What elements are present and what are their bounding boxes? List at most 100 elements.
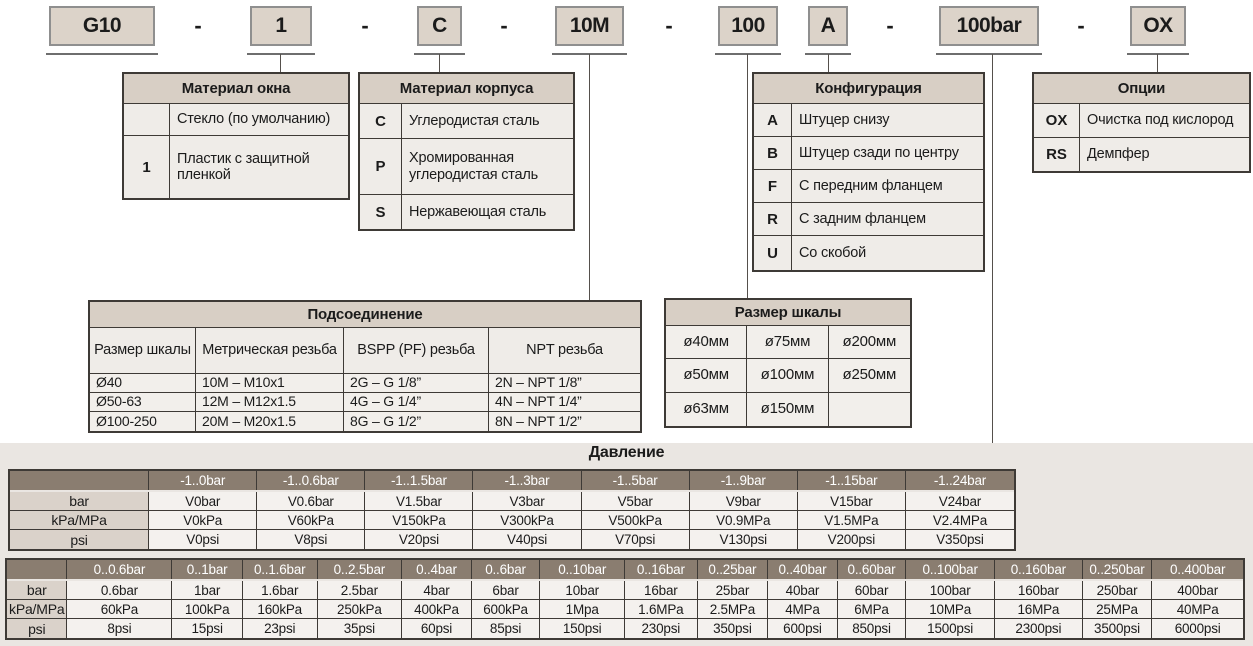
value-cell: 150psi <box>540 619 625 638</box>
range-header: 0..1bar <box>172 560 243 579</box>
code-cell: 1 <box>124 136 170 198</box>
value-cell: 850psi <box>837 619 907 638</box>
code-separator: - <box>361 13 369 38</box>
positive-pressure-table: 0..0.6bar 0..1bar 0..1.6bar 0..2.5bar 0..4ba… <box>5 558 1245 640</box>
value-cell: 40MPa <box>1152 600 1243 618</box>
range-header: 0..4bar <box>402 560 472 579</box>
unit-label: kPa/MPa <box>10 511 150 529</box>
column-header-row: Размер шкалы Метрическая резьба BSPP (PF) … <box>90 328 640 374</box>
unit-label: kPa/MPa <box>7 600 68 618</box>
value-cell: 100bar <box>906 581 995 599</box>
code-segment-OX: OX <box>1130 6 1186 46</box>
value-cell: 6MPa <box>837 600 907 618</box>
range-header: -1..24bar <box>905 471 1014 490</box>
value-cell: 20M – M20x1.5 <box>196 412 344 431</box>
range-header-row: -1..0bar -1..0.6bar -1..1.5bar -1..3bar -1..… <box>10 471 1014 490</box>
value-cell: 60psi <box>402 619 472 638</box>
connector-line-configuration <box>828 54 829 72</box>
code-segment-C: C <box>417 6 462 46</box>
segment-underline <box>936 53 1042 55</box>
value-cell: V40psi <box>473 530 582 549</box>
value-cell: 400kPa <box>402 600 472 618</box>
value-cell: 25bar <box>697 581 769 599</box>
value-cell: ø50мм <box>666 359 748 392</box>
table-row: OX Очистка под кислород <box>1034 104 1249 138</box>
value-cell: ø100мм <box>747 359 829 392</box>
range-header: -1..0.6bar <box>257 471 366 490</box>
range-header: -1..0bar <box>149 471 258 490</box>
table-row: Ø50-63 12M – M12x1.5 4G – G 1/4” 4N – NPT 1… <box>90 393 640 412</box>
range-header: 0..100bar <box>906 560 995 579</box>
desc-cell: С передним фланцем <box>792 170 983 202</box>
connector-line-dial-size <box>747 54 748 298</box>
value-cell: ø63мм <box>666 393 748 426</box>
code-cell: R <box>754 203 792 235</box>
value-cell: 2.5MPa <box>697 600 769 618</box>
value-cell: 600psi <box>768 619 838 638</box>
value-cell: V0kPa <box>149 511 258 529</box>
table-row: C Углеродистая сталь <box>360 104 573 139</box>
value-cell: V500kPa <box>581 511 690 529</box>
range-header: 0..250bar <box>1082 560 1153 579</box>
range-header: -1..9bar <box>689 471 798 490</box>
connector-line-window-material <box>280 54 281 72</box>
value-cell: 35psi <box>317 619 403 638</box>
value-cell: ø200мм <box>828 326 910 358</box>
range-header: 0..400bar <box>1152 560 1243 579</box>
code-cell: C <box>360 104 402 138</box>
value-cell: 1bar <box>172 581 243 599</box>
value-cell: 250bar <box>1082 581 1153 599</box>
value-cell: V350psi <box>905 530 1014 549</box>
segment-underline <box>247 53 315 55</box>
range-header-row: 0..0.6bar 0..1bar 0..1.6bar 0..2.5bar 0..4ba… <box>7 560 1243 579</box>
desc-cell: Штуцер снизу <box>792 104 983 136</box>
value-cell: 250kPa <box>317 600 403 618</box>
column-header: Размер шкалы <box>90 328 196 373</box>
code-segment-100bar: 100bar <box>939 6 1039 46</box>
value-cell: 2N – NPT 1/8” <box>489 374 640 392</box>
value-cell: ø250мм <box>828 359 910 392</box>
options-table: Опции OX Очистка под кислород RS Демпфер <box>1032 72 1251 173</box>
table-row: Стекло (по умолчанию) <box>124 104 348 136</box>
value-cell: V1.5bar <box>365 492 474 510</box>
range-header: -1..3bar <box>473 471 582 490</box>
table-row: S Нержавеющая сталь <box>360 195 573 229</box>
range-header: 0..160bar <box>994 560 1083 579</box>
column-header: BSPP (PF) резьба <box>344 328 489 373</box>
code-cell: B <box>754 137 792 169</box>
value-cell: 40bar <box>768 581 838 599</box>
value-cell: 10M – M10x1 <box>196 374 344 392</box>
segment-underline <box>715 53 781 55</box>
table-row: 1 Пластик с защитной пленкой <box>124 136 348 198</box>
connection-table: Подсоединение Размер шкалы Метрическая рез… <box>88 300 642 433</box>
code-separator: - <box>194 13 202 38</box>
code-segment-A: A <box>808 6 848 46</box>
value-cell: V200psi <box>797 530 906 549</box>
code-cell: OX <box>1034 104 1080 137</box>
code-cell: A <box>754 104 792 136</box>
code-segment-G10: G10 <box>49 6 155 46</box>
table-title: Конфигурация <box>754 74 983 104</box>
range-header: 0..1.6bar <box>242 560 318 579</box>
case-material-table: Материал корпуса C Углеродистая сталь P Хром… <box>358 72 575 231</box>
unit-label: bar <box>10 492 150 510</box>
value-cell: V0bar <box>149 492 258 510</box>
unit-row: psi V0psi V8psi V20psi V40psi V70psi V130psi V2… <box>10 530 1014 549</box>
range-header: 0..0.6bar <box>67 560 173 579</box>
value-cell <box>828 393 910 426</box>
code-cell: P <box>360 139 402 194</box>
value-cell: V70psi <box>581 530 690 549</box>
value-cell: 160bar <box>994 581 1083 599</box>
code-separator: - <box>500 13 508 38</box>
range-header: 0..40bar <box>768 560 838 579</box>
value-cell: Ø100-250 <box>90 412 196 431</box>
range-header: 0..6bar <box>471 560 541 579</box>
table-row: U Со скобой <box>754 236 983 270</box>
value-cell: 12M – M12x1.5 <box>196 393 344 411</box>
range-header: -1..1.5bar <box>365 471 474 490</box>
range-header: 0..10bar <box>540 560 625 579</box>
value-cell: 6000psi <box>1152 619 1243 638</box>
